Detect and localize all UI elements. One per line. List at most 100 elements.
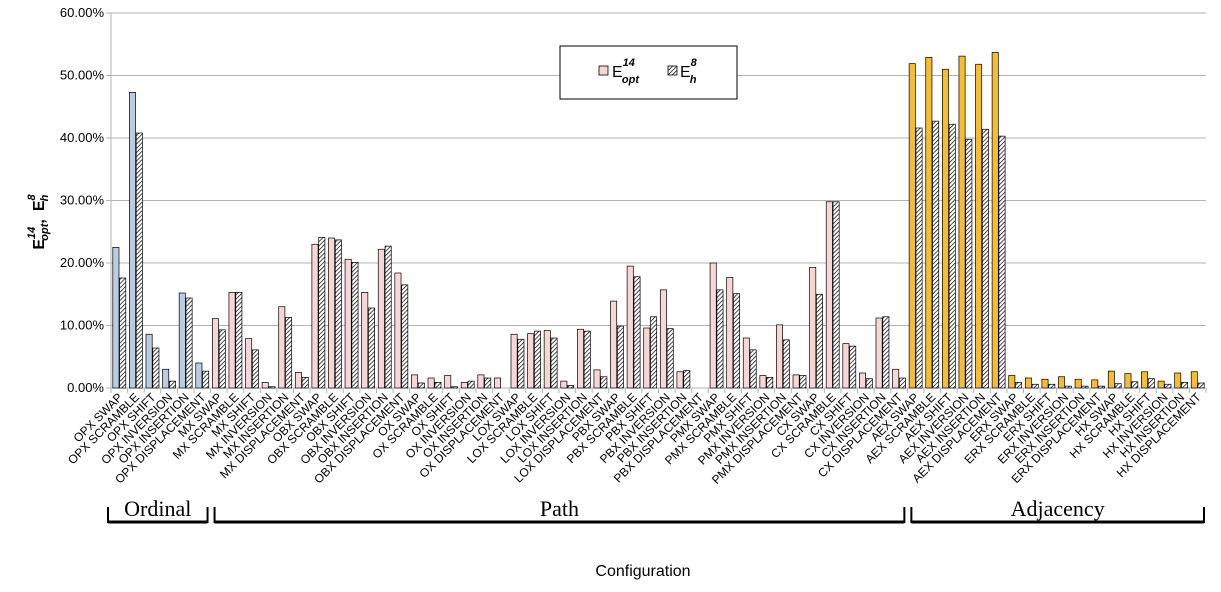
legend-swatch-eopt bbox=[598, 65, 609, 76]
bar-eh bbox=[766, 377, 774, 389]
bar-eopt bbox=[892, 368, 900, 389]
y-tick-label: 30.00% bbox=[60, 193, 105, 208]
bar-eopt bbox=[294, 372, 302, 389]
bar-eopt bbox=[1124, 373, 1132, 389]
bar-eh bbox=[185, 297, 193, 389]
bar-eh bbox=[583, 330, 591, 389]
y-axis-title-sup2: 8 bbox=[26, 193, 38, 200]
bar-eh bbox=[965, 138, 973, 389]
bar-eh bbox=[550, 337, 558, 389]
bar-eh bbox=[998, 135, 1006, 389]
bar-eopt bbox=[394, 272, 402, 389]
bar-eh bbox=[1164, 383, 1172, 389]
legend-label-eh-base: E bbox=[680, 64, 691, 81]
legend-label-eopt-sup: 14 bbox=[623, 57, 635, 69]
bar-eopt bbox=[494, 377, 501, 389]
bar-eopt bbox=[129, 92, 136, 389]
bar-eh bbox=[683, 370, 691, 389]
bar-eh bbox=[616, 325, 624, 389]
bar-eh bbox=[285, 317, 293, 389]
bar-eopt bbox=[195, 362, 203, 389]
bar-eopt bbox=[958, 55, 966, 389]
bar-eh bbox=[716, 289, 724, 389]
bar-eopt bbox=[975, 63, 983, 389]
bar-eh bbox=[749, 349, 757, 389]
bar-eopt bbox=[278, 306, 286, 389]
bar-eopt bbox=[1190, 371, 1198, 389]
bar-eh bbox=[434, 382, 442, 389]
bar-eopt bbox=[112, 247, 120, 389]
bar-eopt bbox=[1107, 370, 1115, 389]
bar-eopt bbox=[261, 382, 269, 389]
bar-eopt bbox=[1174, 372, 1182, 389]
bar-eh bbox=[417, 382, 425, 389]
bar-eh bbox=[1197, 382, 1205, 389]
bar-eh bbox=[484, 377, 492, 389]
bar-eopt bbox=[228, 292, 236, 389]
legend: E 14 opt E8 h bbox=[559, 45, 738, 100]
bar-eh bbox=[1015, 382, 1023, 389]
bar-eopt bbox=[162, 368, 170, 389]
bar-eh bbox=[666, 328, 674, 389]
bar-eh bbox=[915, 127, 923, 389]
bar-eopt bbox=[1041, 378, 1049, 389]
group-brackets: Ordinal Path Adjacency bbox=[107, 496, 1205, 524]
bar-eopt bbox=[759, 375, 767, 389]
bar-eopt bbox=[1074, 378, 1082, 389]
bar-eh bbox=[865, 378, 873, 389]
bar-eopt bbox=[311, 243, 319, 389]
bar-eopt bbox=[941, 68, 949, 389]
bar-eh bbox=[981, 128, 989, 389]
bar-eh bbox=[451, 386, 458, 389]
bar-eopt bbox=[411, 374, 418, 389]
y-axis-title-base1: E bbox=[31, 239, 48, 250]
bar-eh bbox=[1031, 383, 1039, 389]
y-tick-label: 40.00% bbox=[60, 130, 105, 145]
bar-eopt bbox=[1024, 377, 1032, 389]
bar-eopt bbox=[444, 375, 452, 389]
bar-eh bbox=[832, 201, 840, 389]
bar-eopt bbox=[991, 52, 999, 389]
bar-eh bbox=[1114, 383, 1122, 389]
bar-eh bbox=[816, 293, 823, 389]
bars bbox=[112, 52, 1205, 389]
bar-eopt bbox=[344, 258, 352, 389]
bar-eh bbox=[882, 316, 890, 389]
bar-eopt bbox=[1058, 376, 1066, 389]
bar-eh bbox=[633, 276, 641, 389]
bar-eopt bbox=[377, 248, 385, 389]
bar-eopt bbox=[610, 300, 618, 389]
bar-eh bbox=[467, 380, 475, 389]
bar-eh bbox=[368, 307, 376, 389]
bar-eopt bbox=[477, 374, 485, 389]
bar-eh bbox=[235, 292, 243, 389]
y-tick-label: 0.00% bbox=[67, 380, 104, 395]
bar-eopt bbox=[726, 277, 734, 389]
bar-eopt bbox=[842, 343, 850, 389]
x-axis-title: Configuration bbox=[595, 563, 690, 580]
bar-eopt bbox=[776, 324, 783, 389]
bar-eh bbox=[152, 347, 160, 389]
group-label: Ordinal bbox=[124, 496, 191, 521]
legend-label-eopt-sub: opt bbox=[622, 74, 640, 86]
bar-eopt bbox=[460, 382, 468, 389]
bar-eh bbox=[351, 262, 359, 389]
bar-eh bbox=[1081, 385, 1089, 389]
bar-eopt bbox=[1008, 375, 1016, 389]
bar-eh bbox=[733, 293, 741, 389]
bar-eh bbox=[334, 239, 342, 389]
bar-eh bbox=[650, 316, 658, 389]
bar-eh bbox=[799, 375, 807, 389]
bar-eh bbox=[849, 345, 857, 389]
bar-eh bbox=[218, 329, 226, 389]
legend-label-eh: E8 h bbox=[680, 57, 698, 86]
bar-eopt bbox=[593, 369, 601, 389]
bar-eopt bbox=[859, 372, 866, 389]
bar-eopt bbox=[643, 327, 651, 389]
group-label: Path bbox=[540, 496, 579, 521]
bar-eh bbox=[1048, 383, 1056, 389]
bar-eopt bbox=[659, 289, 667, 389]
bar-eh bbox=[1131, 381, 1139, 389]
bar-eh bbox=[301, 377, 309, 389]
